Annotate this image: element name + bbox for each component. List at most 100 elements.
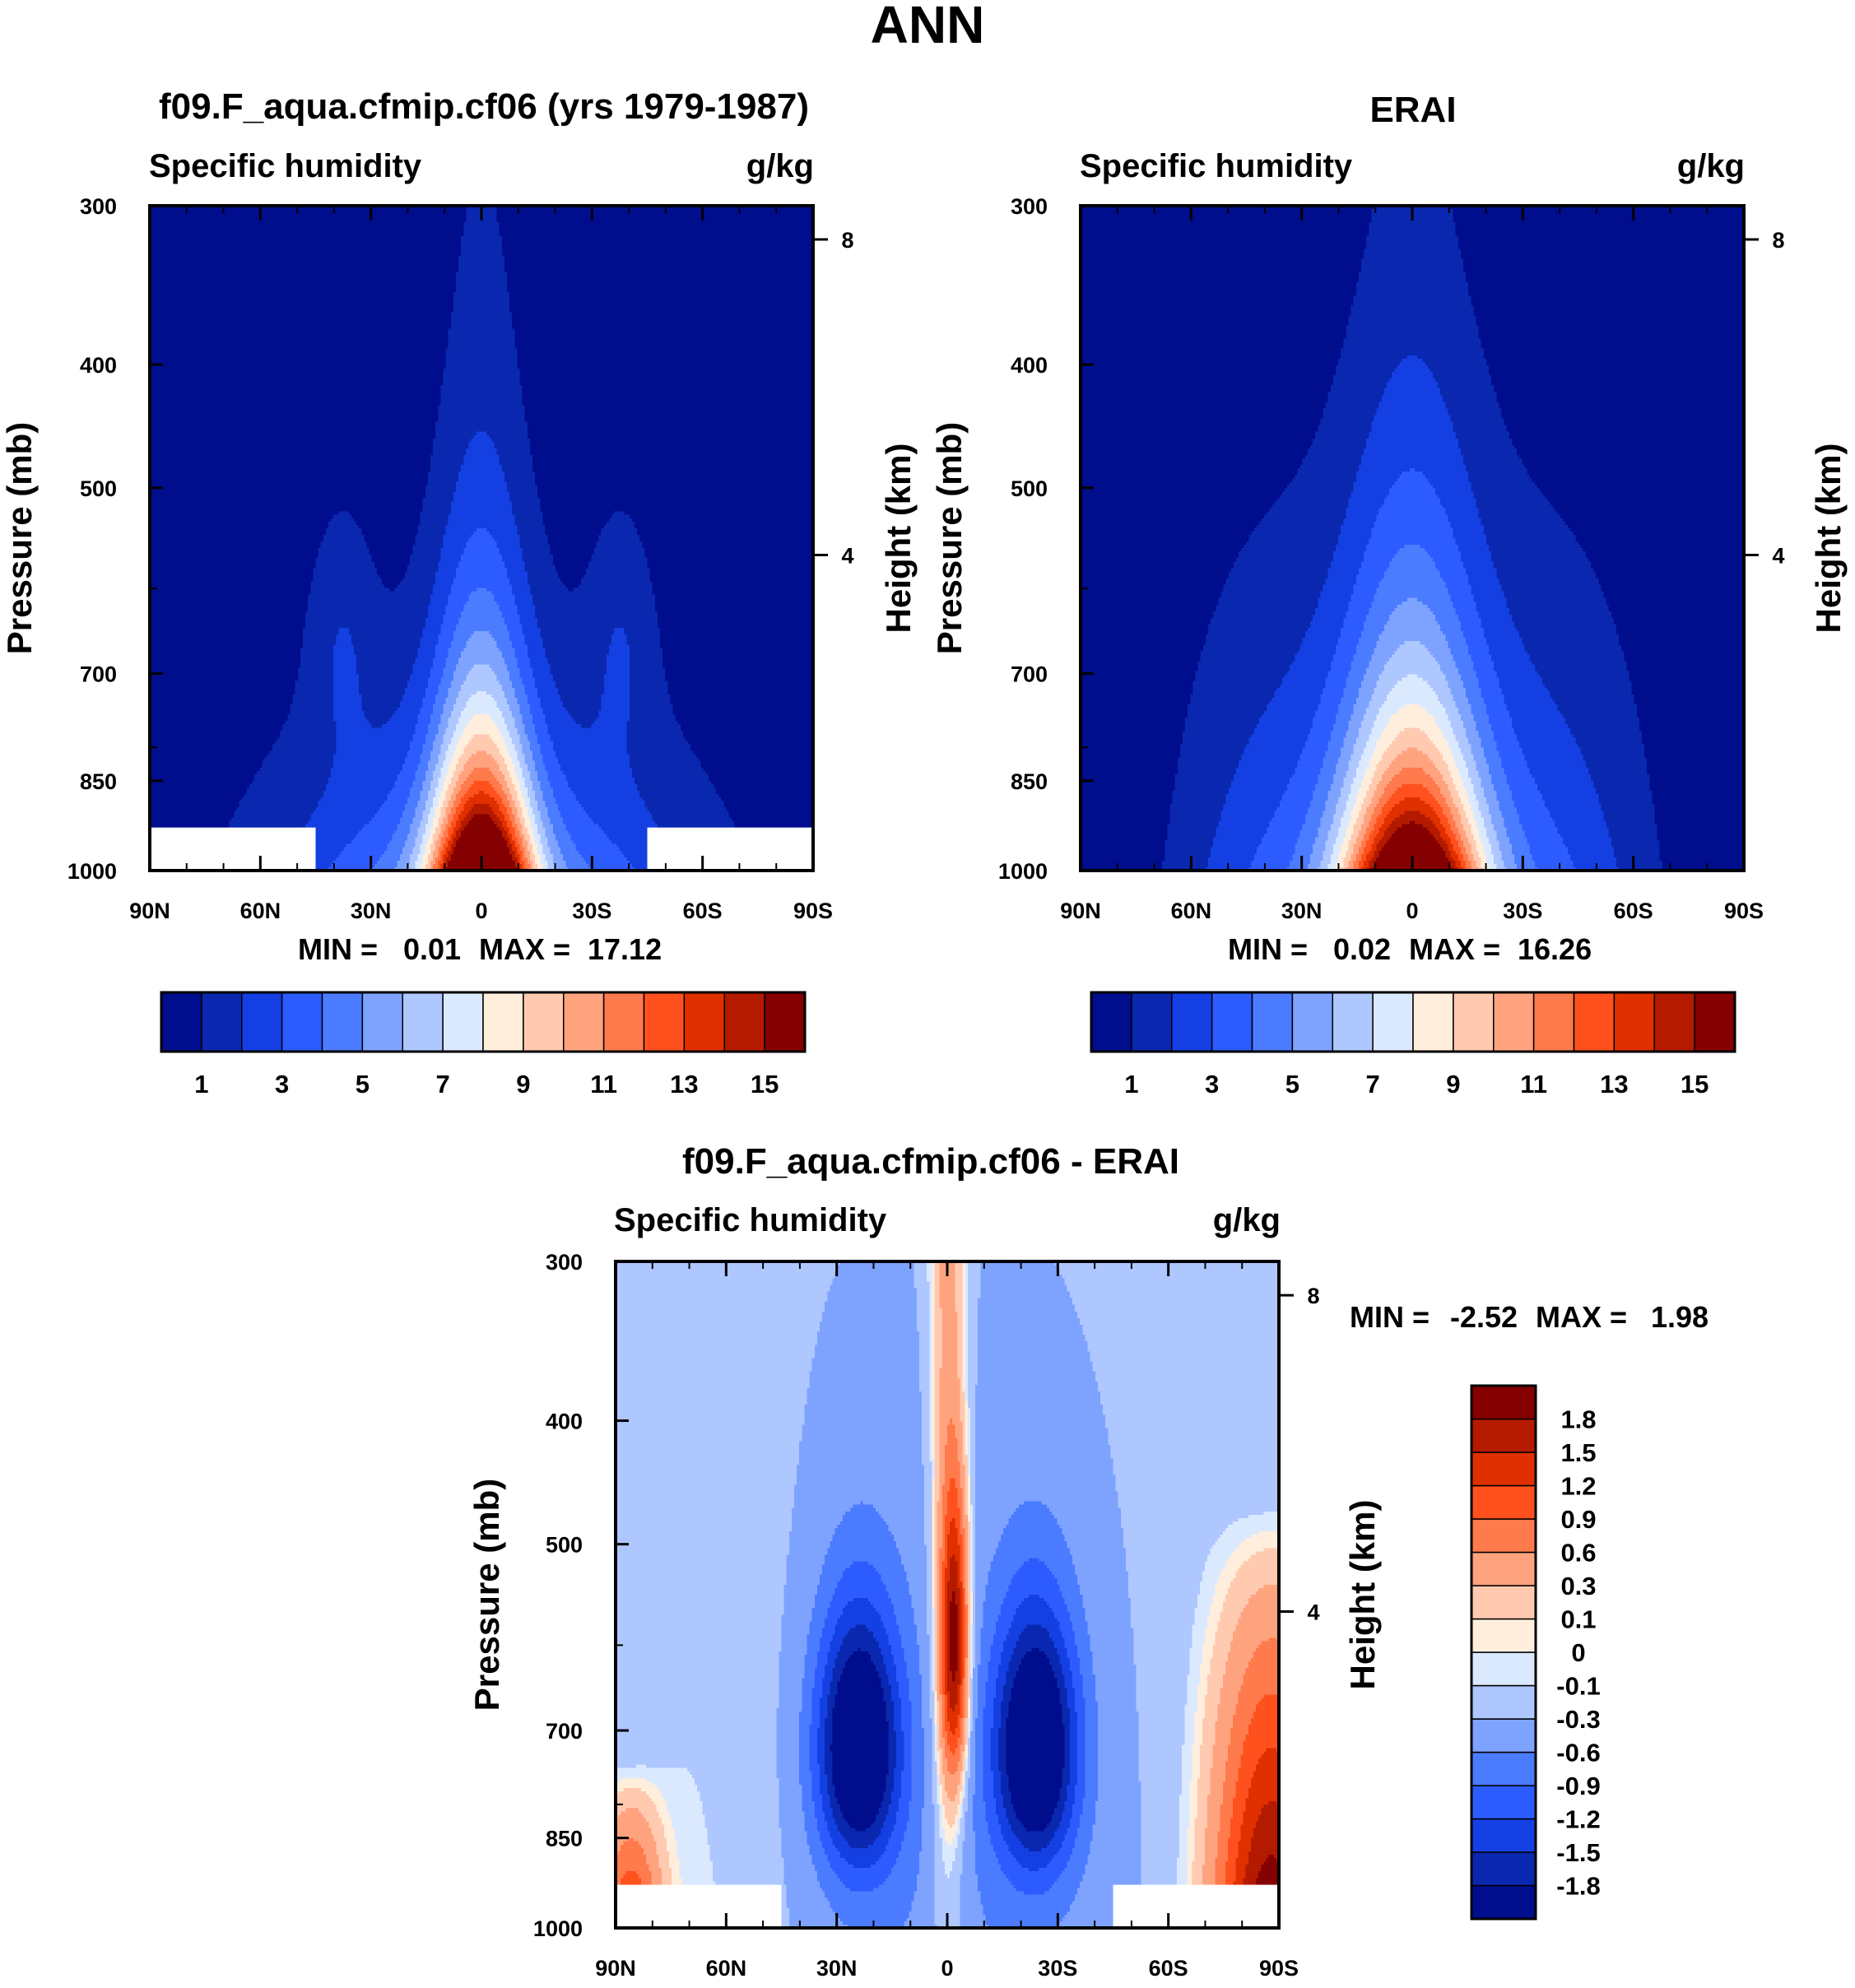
colorbar-box [1131, 992, 1173, 1052]
contour-band [499, 804, 505, 809]
contour-band [1081, 212, 1373, 216]
contour-band [445, 857, 452, 862]
contour-band [1468, 737, 1482, 742]
contour-band [407, 564, 439, 569]
contour-band [1358, 275, 1467, 280]
contour-band [1366, 235, 1459, 240]
contour-band [1371, 694, 1388, 699]
contour-band [524, 757, 533, 762]
contour-band [364, 534, 416, 539]
contour-band [980, 1288, 1068, 1293]
contour-band [667, 687, 813, 692]
contour-band [603, 684, 630, 689]
contour-band [955, 1268, 964, 1272]
contour-band [1297, 840, 1316, 845]
contour-band [443, 379, 521, 383]
contour-band [565, 863, 589, 868]
contour-band [527, 857, 531, 862]
contour-band [1081, 677, 1197, 682]
contour-band [1499, 405, 1744, 410]
contour-band [496, 206, 813, 210]
contour-band [1295, 850, 1313, 855]
contour-band [1225, 578, 1327, 583]
contour-band [1404, 704, 1421, 708]
contour-band [517, 840, 523, 845]
contour-band [1205, 634, 1306, 639]
contour-band [1220, 811, 1276, 815]
contour-band [598, 711, 630, 715]
contour-band [955, 1261, 964, 1266]
contour-band [356, 671, 414, 676]
contour-band [1081, 265, 1362, 270]
contour-band [514, 843, 521, 848]
contour-band [601, 531, 638, 536]
contour-band [512, 684, 526, 689]
contour-band [450, 684, 462, 689]
contour-band [433, 770, 442, 775]
contour-band [433, 444, 470, 449]
contour-band [1081, 661, 1199, 666]
contour-band [1430, 804, 1441, 809]
contour-band [1332, 777, 1345, 782]
contour-band [1440, 388, 1495, 393]
contour-band [1443, 731, 1454, 736]
contour-band [639, 794, 720, 798]
contour-band [1358, 860, 1365, 865]
contour-band [527, 843, 533, 848]
contour-band [1657, 837, 1744, 842]
contour-band [501, 811, 508, 815]
contour-band [1355, 741, 1367, 746]
contour-band [1248, 538, 1339, 542]
contour-band [1351, 853, 1357, 858]
contour-band [967, 1281, 982, 1286]
contour-band [1432, 485, 1472, 490]
contour-band [1448, 820, 1457, 825]
contour-band [356, 657, 416, 662]
contour-band [718, 794, 813, 798]
contour-band [443, 711, 452, 715]
contour-band [450, 820, 457, 825]
contour-band [1468, 648, 1490, 653]
contour-band [501, 684, 513, 689]
contour-band [1081, 714, 1188, 718]
contour-band [524, 754, 533, 759]
contour-band [514, 767, 523, 772]
contour-band [540, 787, 554, 792]
contour-band [1496, 794, 1513, 798]
contour-band [1081, 807, 1171, 812]
colorbar-label: 5 [356, 1070, 370, 1099]
contour-band [1438, 827, 1447, 832]
contour-band [1371, 731, 1383, 736]
contour-band [461, 783, 472, 788]
contour-band [660, 638, 813, 643]
contour-band [435, 654, 449, 659]
contour-band [333, 648, 355, 653]
colorbar-box [1090, 992, 1132, 1052]
contour-band [150, 265, 459, 270]
colorbar-box [442, 992, 484, 1052]
contour-band [980, 1291, 1071, 1296]
contour-band [1310, 625, 1345, 629]
contour-band [680, 724, 813, 729]
contour-band [522, 388, 813, 393]
contour-band [542, 863, 549, 868]
colorbar-box [482, 992, 524, 1052]
contour-band [507, 783, 516, 788]
contour-band [420, 757, 431, 762]
contour-band [1318, 428, 1373, 433]
contour-band [532, 807, 538, 812]
contour-band [420, 641, 439, 646]
contour-band [1448, 843, 1454, 848]
contour-band [532, 834, 542, 838]
colorbar-box [1573, 992, 1616, 1052]
contour-band [430, 834, 434, 838]
contour-band [1343, 625, 1365, 629]
contour-band [466, 541, 498, 546]
contour-band [965, 1304, 969, 1309]
contour-band [507, 275, 813, 280]
contour-band [537, 843, 544, 848]
contour-band [1081, 471, 1299, 476]
contour-band [150, 690, 296, 695]
contour-band [1081, 415, 1324, 420]
contour-band [1332, 817, 1341, 822]
